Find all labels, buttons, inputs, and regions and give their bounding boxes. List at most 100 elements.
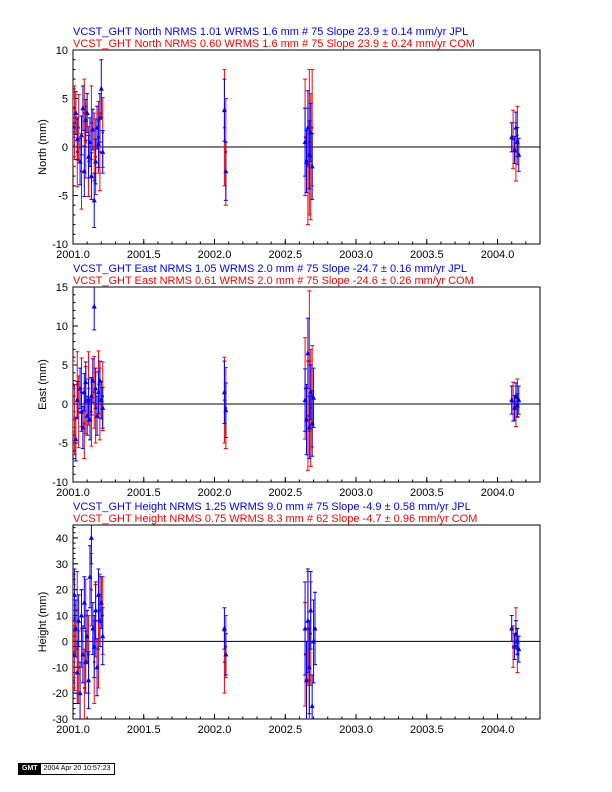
data-point (91, 303, 97, 309)
panel-2-series-com (73, 290, 520, 471)
panel-1-ylabel: North (mm) (37, 119, 49, 175)
panel-2-ytick-label: -10 (52, 477, 68, 489)
panel-1 (72, 49, 541, 245)
data-point (83, 422, 86, 425)
data-point (100, 404, 106, 410)
data-point (87, 573, 93, 579)
data-point (84, 110, 90, 116)
data-point (95, 141, 101, 147)
panel-1-ytick-label: 0 (62, 142, 68, 154)
panel-1-xtick-label: 2003.5 (410, 249, 444, 261)
panel-2-ytick-label: 15 (56, 282, 68, 294)
plot-timestamp: 2004 Apr 20 10:57:23 (43, 765, 111, 772)
data-point (309, 703, 315, 709)
gmt-timestamp-stamp: GMT 2004 Apr 20 10:57:23 (18, 763, 115, 775)
panel-2-xtick-label: 2001.5 (127, 487, 161, 499)
data-point (223, 660, 226, 664)
data-point (75, 609, 79, 612)
data-point (98, 85, 104, 91)
data-point (90, 126, 96, 132)
panel-3-ytick-label: 0 (62, 636, 68, 648)
panel-1-ytick-label: -5 (58, 191, 68, 203)
data-point (223, 168, 229, 174)
panel-1-xtick-label: 2001.5 (127, 249, 161, 261)
data-point (80, 105, 86, 111)
panel-2-ytick-label: 10 (56, 321, 68, 333)
panel-2-xtick-label: 2002.0 (198, 487, 232, 499)
panel-2-ytick-label: -5 (58, 438, 68, 450)
data-point (306, 664, 312, 670)
panel-2-xtick-label: 2001.0 (56, 487, 90, 499)
data-point (73, 436, 79, 442)
panel-3-xtick-label: 2002.5 (268, 724, 302, 736)
panel-2-header-jpl: VCST_GHT East NRMS 1.05 WRMS 2.0 mm # 75… (73, 263, 467, 275)
data-point (304, 677, 309, 683)
panel-3-ytick-label: -10 (52, 662, 68, 674)
data-point (310, 126, 314, 129)
data-point (73, 625, 79, 631)
panel-2 (72, 286, 541, 483)
data-point (80, 424, 86, 430)
data-point (305, 350, 311, 356)
panel-3-ytick-label: 10 (56, 611, 68, 623)
panel-3-ytick-label: -20 (52, 688, 68, 700)
panel-3-ytick-label: 30 (56, 559, 68, 571)
panel-3-ytick-label: -30 (52, 714, 68, 726)
data-point (77, 690, 83, 696)
data-point (312, 625, 318, 631)
panel-3-series-com (73, 552, 520, 719)
panel-2-series-jpl (73, 287, 522, 462)
panel-1-xtick-label: 2003.0 (339, 249, 373, 261)
data-point (309, 163, 315, 169)
data-point (86, 677, 92, 683)
data-point (516, 397, 522, 403)
panel-2-xtick-label: 2003.5 (410, 487, 444, 499)
panel-3-xtick-label: 2003.5 (410, 724, 444, 736)
data-point (306, 414, 310, 418)
data-point (509, 397, 515, 403)
data-point (73, 418, 76, 421)
data-point (77, 665, 80, 669)
panel-3-xtick-label: 2001.0 (56, 724, 90, 736)
panel-2-header-com: VCST_GHT East NRMS 0.61 WRMS 2.0 mm # 75… (73, 275, 474, 287)
data-point (74, 136, 80, 142)
data-point (83, 111, 86, 115)
panel-2-xtick-label: 2004.0 (481, 487, 515, 499)
panel-1-xtick-label: 2001.0 (56, 249, 90, 261)
data-point (87, 416, 93, 422)
data-point (97, 647, 100, 651)
panel-1-header-com: VCST_GHT North NRMS 0.60 WRMS 1.6 mm # 7… (73, 38, 475, 50)
data-point (87, 139, 93, 145)
data-point (223, 651, 229, 657)
data-point (93, 158, 99, 164)
data-point (78, 612, 84, 618)
data-point (77, 385, 83, 391)
data-point (98, 150, 102, 154)
panel-3-header-jpl: VCST_GHT Height NRMS 1.25 WRMS 9.0 mm # … (73, 501, 471, 513)
panel-2-ytick-label: 5 (62, 360, 68, 372)
data-point (509, 134, 515, 140)
data-point (311, 394, 317, 400)
data-point (90, 377, 96, 383)
data-point (100, 633, 106, 639)
data-point (77, 410, 80, 414)
data-point (91, 643, 97, 649)
data-point (83, 686, 86, 690)
panel-3-ytick-label: 40 (56, 533, 68, 545)
panel-3-ylabel: Height (mm) (37, 592, 49, 653)
data-point (221, 107, 227, 113)
data-point (90, 121, 93, 125)
data-point (308, 359, 311, 363)
panel-1-header-jpl: VCST_GHT North NRMS 1.01 WRMS 1.6 mm # 7… (73, 26, 468, 38)
data-point (306, 165, 310, 168)
data-point (93, 385, 99, 391)
data-point (88, 173, 94, 179)
panel-1-ytick-label: 10 (56, 45, 68, 57)
panel-1-xtick-label: 2002.0 (198, 249, 232, 261)
data-point (73, 110, 79, 116)
panel-3-xtick-label: 2003.0 (339, 724, 373, 736)
data-point (73, 121, 76, 125)
data-point (100, 148, 106, 154)
data-point (221, 625, 227, 631)
